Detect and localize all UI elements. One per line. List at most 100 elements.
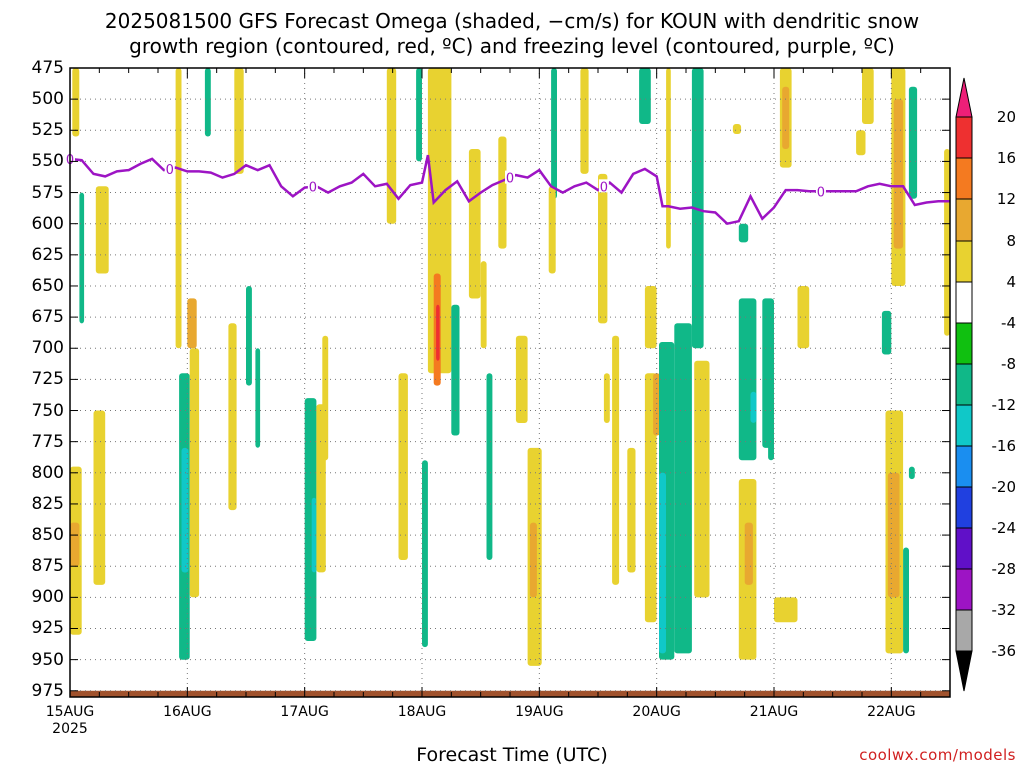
- omega-cell: [738, 223, 749, 243]
- y-tick-label: 925: [31, 618, 64, 639]
- colorbar-label: -16: [991, 437, 1017, 455]
- omega-cell: [644, 373, 657, 623]
- x-axis-title: Forecast Time (UTC): [416, 744, 608, 766]
- y-tick-label: 900: [31, 587, 64, 608]
- omega-cell: [674, 323, 692, 654]
- chart-title-line2: growth region (contoured, red, ºC) and f…: [129, 34, 895, 58]
- y-tick-label: 950: [31, 649, 64, 670]
- omega-cell: [304, 398, 317, 641]
- y-tick-label: 700: [31, 338, 64, 359]
- omega-cell: [79, 192, 85, 324]
- y-tick-label: 525: [31, 120, 64, 141]
- omega-cell: [486, 373, 493, 560]
- colorbar-bottom-arrow: [955, 650, 973, 692]
- colorbar-label: 12: [996, 190, 1016, 208]
- freezing-level-label: 0: [309, 181, 317, 196]
- y-tick-label: 500: [31, 89, 64, 110]
- omega-cell: [311, 497, 317, 573]
- plot-frame: [69, 67, 951, 698]
- colorbar-label: -20: [991, 478, 1017, 496]
- omega-cell: [580, 68, 589, 174]
- y-tick-label: 475: [31, 58, 64, 78]
- credit-link[interactable]: coolwx.com/models: [859, 746, 1016, 764]
- omega-cell: [659, 472, 666, 654]
- omega-cell: [468, 149, 481, 299]
- colorbar-swatch: [955, 486, 973, 529]
- colorbar-swatch: [955, 116, 973, 159]
- omega-cell: [255, 348, 261, 448]
- freezing-label-bg: [505, 170, 515, 184]
- omega-cell: [322, 335, 329, 461]
- omega-cell: [797, 286, 810, 349]
- colorbar-swatch: [955, 281, 973, 324]
- x-tick-label: 20AUG: [632, 704, 681, 720]
- omega-cell: [529, 522, 537, 598]
- omega-cell: [732, 124, 742, 134]
- omega-cell: [768, 429, 774, 461]
- colorbar-swatch: [955, 609, 973, 652]
- omega-cell: [189, 348, 200, 598]
- freezing-label-bg: [598, 179, 609, 193]
- chart-title-line1: 2025081500 GFS Forecast Omega (shaded, −…: [104, 9, 920, 33]
- omega-cell: [228, 323, 237, 511]
- y-tick-label: 650: [31, 275, 64, 296]
- y-tick-label: 600: [31, 213, 64, 234]
- omega-cell: [666, 68, 671, 249]
- colorbar-label: -32: [991, 601, 1017, 619]
- omega-cell: [480, 261, 487, 349]
- omega-cell: [738, 298, 757, 461]
- y-tick-label: 725: [31, 369, 64, 390]
- omega-cell: [436, 304, 440, 361]
- y-tick-label: 550: [31, 151, 64, 172]
- freezing-label-bg: [164, 161, 175, 175]
- omega-cell: [422, 460, 428, 648]
- omega-cell: [612, 335, 620, 585]
- omega-cell: [750, 391, 757, 423]
- omega-cell: [887, 472, 900, 598]
- colorbar-label: -36: [991, 642, 1017, 660]
- colorbar-swatch: [955, 404, 973, 447]
- omega-cell: [551, 68, 557, 199]
- colorbar-label: 4: [1006, 273, 1016, 291]
- omega-cell: [603, 373, 610, 423]
- omega-cell: [782, 86, 790, 149]
- freezing-level-label: 0: [600, 180, 608, 195]
- omega-cell: [881, 310, 892, 355]
- omega-cell: [694, 360, 710, 598]
- colorbar-swatch: [955, 322, 973, 365]
- omega-cell: [908, 86, 918, 199]
- omega-cell: [187, 298, 197, 349]
- omega-cell: [903, 547, 909, 654]
- omega-cell: [598, 173, 608, 324]
- x-tick-label: 18AUG: [397, 704, 447, 720]
- freezing-level-label: 0: [506, 172, 514, 187]
- omega-cell: [515, 335, 528, 423]
- colorbar-label: -24: [991, 519, 1017, 537]
- colorbar-swatch: [955, 527, 973, 570]
- colorbar-swatch: [955, 568, 973, 611]
- colorbar-label: -8: [1001, 355, 1016, 373]
- omega-cell: [762, 298, 774, 448]
- x-tick-label: 15AUG: [45, 704, 95, 720]
- colorbar-swatch: [955, 198, 973, 242]
- freezing-level-label: 0: [166, 163, 174, 178]
- y-tick-label: 825: [31, 493, 64, 514]
- colorbar-swatch: [955, 157, 973, 200]
- omega-cell: [774, 597, 798, 623]
- x-tick-label: 19AUG: [515, 704, 564, 720]
- omega-cell: [639, 68, 651, 124]
- omega-cell: [744, 522, 753, 585]
- omega-cell: [386, 68, 397, 224]
- colorbar-swatch: [955, 240, 973, 283]
- omega-cell: [893, 99, 904, 249]
- x-tick-label: 16AUG: [163, 704, 212, 720]
- omega-cell: [862, 68, 874, 124]
- y-tick-label: 575: [31, 182, 64, 203]
- colorbar-label: 20: [996, 108, 1016, 126]
- grid-lines: [70, 67, 950, 697]
- y-tick-label: 625: [31, 244, 64, 265]
- y-tick-label: 675: [31, 307, 64, 328]
- omega-cell: [234, 68, 244, 174]
